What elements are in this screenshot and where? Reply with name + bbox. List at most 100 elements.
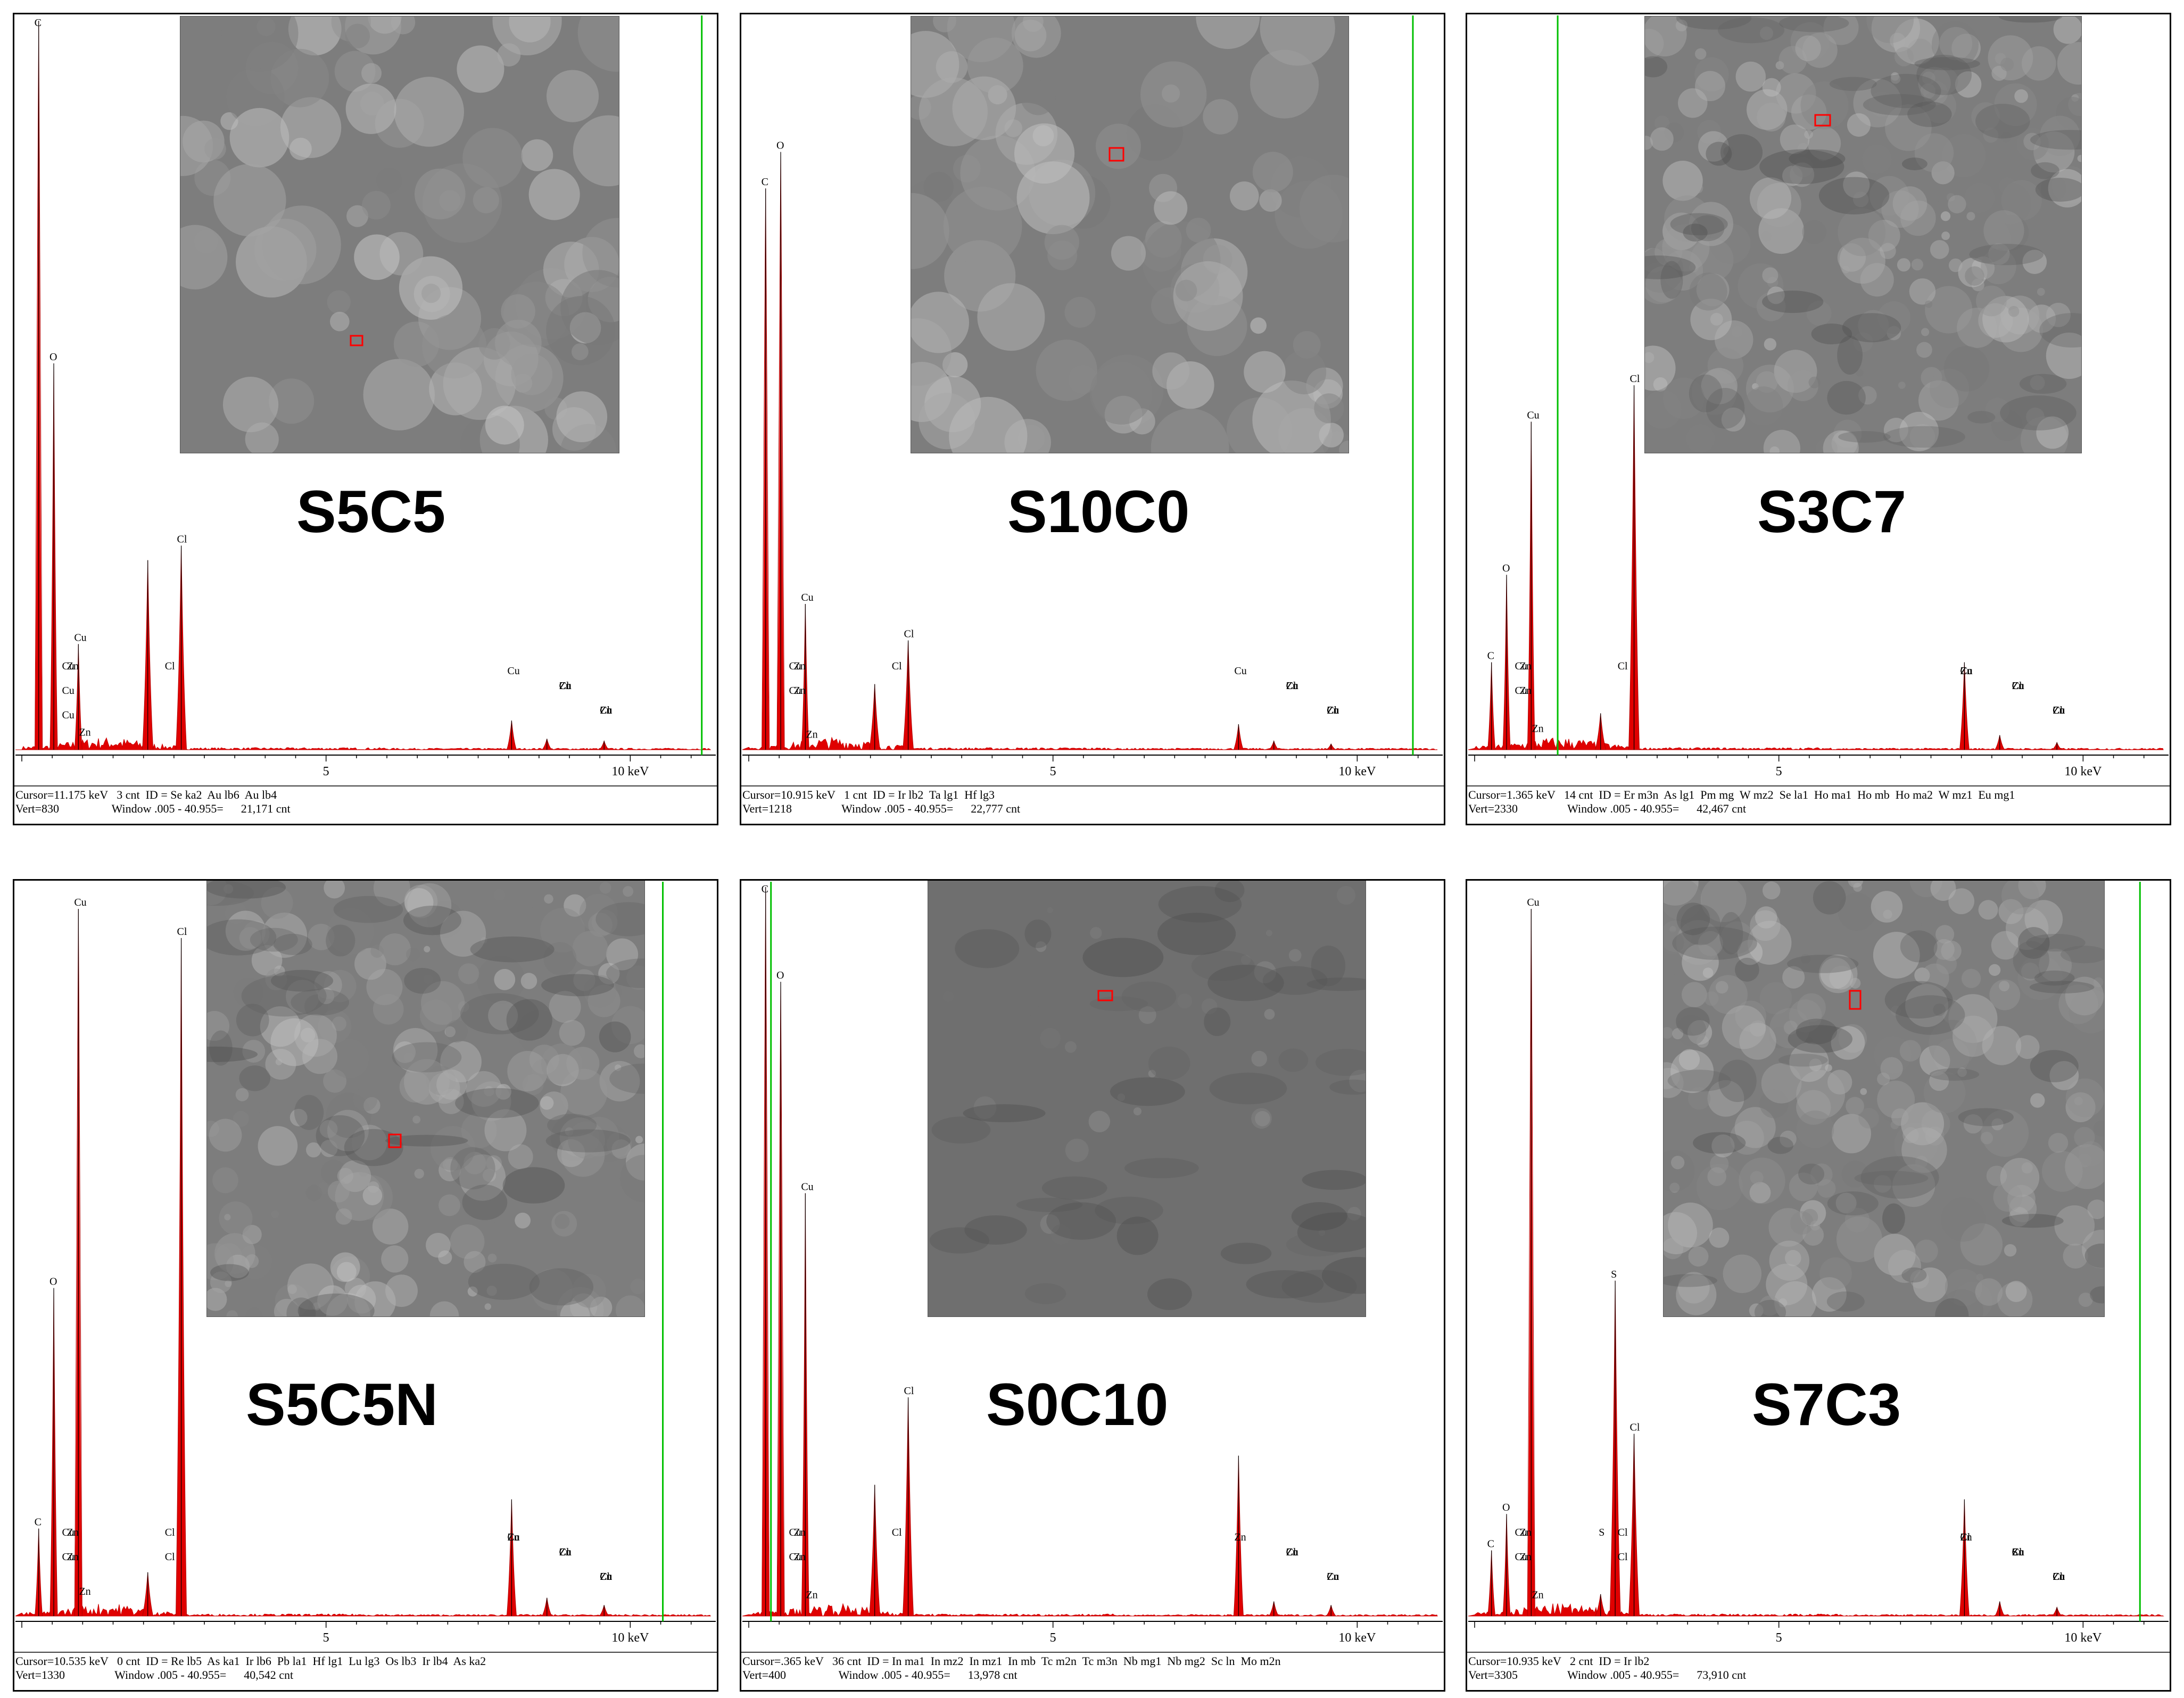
peak-label: Cl [2012,1546,2022,1558]
peak-label: Cu [559,680,572,692]
sem-particle [2093,977,2104,988]
sem-particle [1645,390,1682,429]
sem-particle [588,984,621,1017]
sem-particle [1678,88,1708,118]
sem-particle [363,1097,380,1114]
sem-particle [482,1169,497,1182]
sem-particle [245,422,279,453]
sem-particle [1755,906,1777,929]
peak-label: Cu [62,1551,74,1563]
sem-particle [522,1074,544,1096]
sem-particle [2068,93,2081,117]
sem-particle [1701,368,1738,404]
analysis-spot-marker [350,335,363,346]
sem-particle [2008,305,2020,317]
sem-particle [226,1310,238,1316]
sem-particle [1844,1207,1870,1233]
eds-spectrum-panel-s5c5: 5 10 keV C O Cu Cu Cl Cl Cl Cu Zn Cu Cu Cu Zn Zn Zn Cu Cl S… [13,13,718,825]
sem-particle [394,1041,416,1063]
sem-particle [1264,1009,1275,1020]
sample-label: S0C10 [986,1371,1169,1438]
sem-particle [2082,1230,2104,1269]
sem-particle [1914,967,1930,983]
sem-particle [225,902,247,924]
sem-particle [1946,193,1955,202]
sem-particle [438,1250,452,1265]
status-line-window: Vert=3305 Window .005 - 40.955= 73,910 c… [1468,1668,1747,1682]
sem-particle [1816,438,1838,453]
sem-particle [1763,429,1800,453]
sem-particle [381,1245,409,1273]
peak-label: Zn [1960,1531,1972,1543]
peak-label: Cu [62,660,74,672]
sem-particle [1735,1000,1766,1032]
sem-particle [423,974,433,984]
sem-particle [1664,1212,1698,1255]
sem-particle [2000,57,2014,71]
sem-particle [1690,1020,1708,1037]
sem-particle [1823,430,1859,453]
peak-label: Cu [789,1551,801,1563]
sem-particle [378,933,411,966]
peak-label: Cl [177,926,187,938]
sem-particle [1935,925,1955,944]
sem-particle [1913,1267,1948,1303]
sem-particle [466,1071,502,1107]
peak-label: Zn [1520,1527,1532,1538]
sem-particle [245,1254,259,1268]
sem-particle [541,1043,582,1084]
sem-particle [949,396,1028,453]
sem-particle [1985,397,2010,423]
sem-particle [346,205,369,227]
sem-particle [2033,131,2075,173]
sem-particle [1047,907,1054,913]
sem-particle [1899,411,1939,451]
sem-particle [1704,991,1719,1006]
sem-particle [1883,418,1908,443]
sem-particle [1885,104,1932,151]
sem-particle [1694,57,1729,92]
sem-particle [495,1084,511,1100]
sem-particle [1756,371,1778,393]
sem-particle [1843,171,1870,198]
sem-particle [1672,285,1692,305]
sem-particle [270,48,329,107]
sem-particle [540,908,585,953]
sem-particle [1664,122,1684,143]
sem-particle [1654,238,1683,266]
peak-label: Cl [2053,1571,2063,1583]
sem-particle [1769,1240,1810,1281]
sem-particle [225,910,266,951]
sem-particle [1831,1026,1865,1060]
sem-particle [1749,1303,1764,1316]
sem-particle [1696,273,1730,307]
sem-particle [2041,1150,2083,1192]
sem-particle [314,971,342,999]
sem-particle [1254,961,1276,983]
sem-particle [1948,195,1966,213]
sem-particle [1891,72,1899,81]
sem-particle [1252,152,1293,193]
sem-particle [1700,881,1747,923]
sem-particle [1244,351,1286,393]
analysis-spot-marker [1849,990,1862,1010]
sem-particle [1154,191,1188,225]
sem-particle [1664,881,1699,906]
sem-particle [1767,277,1778,288]
sem-particle [235,1088,249,1101]
sem-particle [1749,177,1792,219]
sem-particle [1993,1182,2023,1212]
sem-particle [540,1091,568,1120]
sem-particle [1892,186,1927,221]
sem-particle [207,1288,227,1311]
sem-particle [630,1278,644,1295]
sem-particle [1148,1070,1156,1078]
sem-particle [1708,975,1748,1014]
sem-particle [1858,1108,1879,1129]
sem-particle [1809,1058,1822,1071]
sem-particle [1909,424,1935,450]
sem-particle [1738,263,1784,309]
analysis-spot-marker [388,1133,402,1148]
sem-particle [1837,243,1866,272]
sem-particle [329,1039,369,1079]
